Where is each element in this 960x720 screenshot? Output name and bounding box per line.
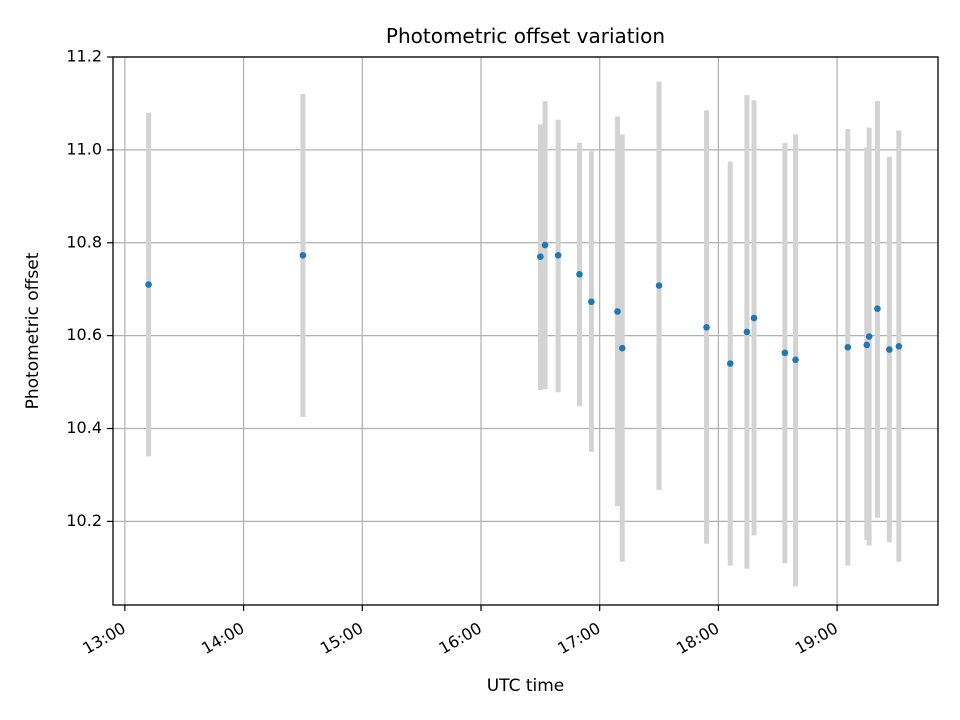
y-tick-label: 11.0 (66, 139, 102, 158)
plot-frame (112, 56, 939, 606)
data-points (145, 241, 903, 367)
data-point (537, 253, 544, 260)
data-point (655, 282, 663, 289)
data-point (781, 349, 789, 357)
data-point (618, 344, 626, 352)
data-point (541, 241, 549, 249)
y-tick-label: 10.2 (66, 511, 102, 530)
data-point (865, 333, 873, 340)
y-tick-label: 10.8 (66, 232, 102, 251)
y-tick-label: 10.6 (66, 325, 102, 344)
data-point (588, 298, 595, 306)
y-axis-title: Photometric offset (23, 252, 43, 409)
data-point (145, 281, 152, 288)
data-point (886, 346, 893, 353)
data-point (863, 341, 871, 349)
data-point (792, 356, 799, 364)
chart-title: Photometric offset variation (386, 24, 665, 48)
data-point (844, 343, 852, 351)
x-axis-title: UTC time (487, 676, 565, 696)
data-point (576, 271, 583, 278)
data-point (874, 305, 881, 313)
data-point (895, 343, 903, 350)
data-point (554, 252, 562, 259)
y-tick-label: 10.4 (66, 418, 102, 437)
data-point (703, 323, 710, 331)
data-point (726, 360, 734, 367)
data-point (743, 328, 751, 336)
data-point (299, 252, 307, 259)
data-point (750, 314, 758, 322)
y-tick-label: 11.2 (66, 47, 102, 66)
data-point (614, 308, 621, 315)
